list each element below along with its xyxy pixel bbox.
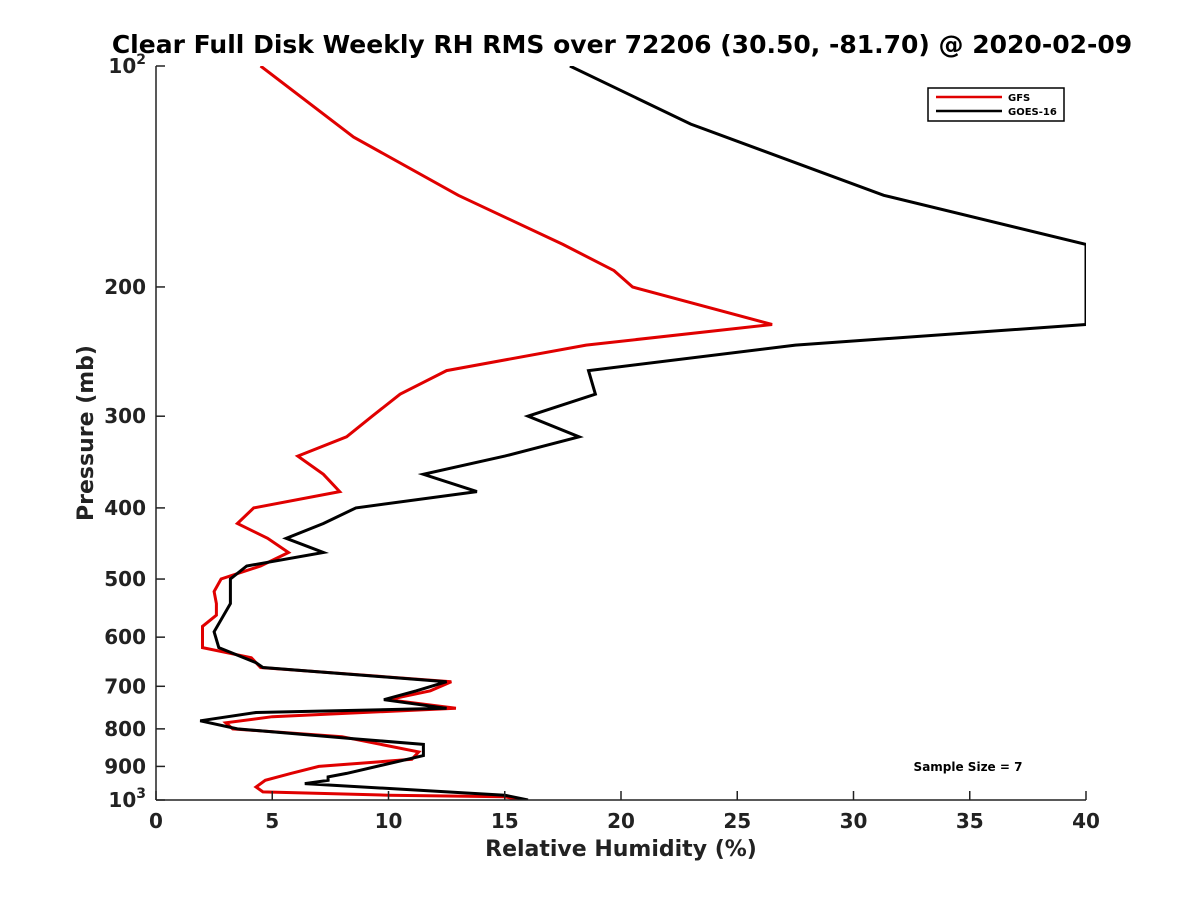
series-layer [199,66,1086,800]
ticks-layer: 0 5 10 15 20 25 30 35 40 102 200 300 400 500 600 700 800… [104,52,1100,833]
x-tick-label: 10 [375,809,403,833]
x-tick-label: 0 [149,809,163,833]
x-tick-label: 20 [607,809,635,833]
y-tick-label: 600 [104,625,146,649]
series-line-goes-16 [199,66,1086,800]
legend: GFS GOES-16 [927,87,1065,122]
y-axis-label: Pressure (mb) [74,345,99,521]
y-tick-label: 400 [104,496,146,520]
y-tick-label: 900 [104,754,146,778]
x-tick-label: 30 [840,809,868,833]
x-axis-label: Relative Humidity (%) [485,837,757,862]
legend-label-gfs: GFS [1008,93,1030,104]
legend-label-goes-16: GOES-16 [1008,107,1057,118]
y-tick-label: 800 [104,717,146,741]
legend-box [927,87,1065,122]
sample-size-annotation: Sample Size = 7 [914,760,1023,774]
y-tick-label: 300 [104,404,146,428]
x-tick-label: 5 [265,809,279,833]
y-tick-label: 500 [104,567,146,591]
series-line-gfs [201,66,773,800]
y-tick-label: 700 [104,674,146,698]
x-tick-label: 40 [1072,809,1100,833]
y-tick-label: 102 [108,52,146,78]
x-tick-label: 35 [956,809,984,833]
y-tick-label: 103 [108,786,146,812]
x-tick-label: 25 [723,809,751,833]
y-tick-label: 200 [104,275,146,299]
chart-title: Clear Full Disk Weekly RH RMS over 72206… [112,30,1132,59]
x-tick-label: 15 [491,809,519,833]
